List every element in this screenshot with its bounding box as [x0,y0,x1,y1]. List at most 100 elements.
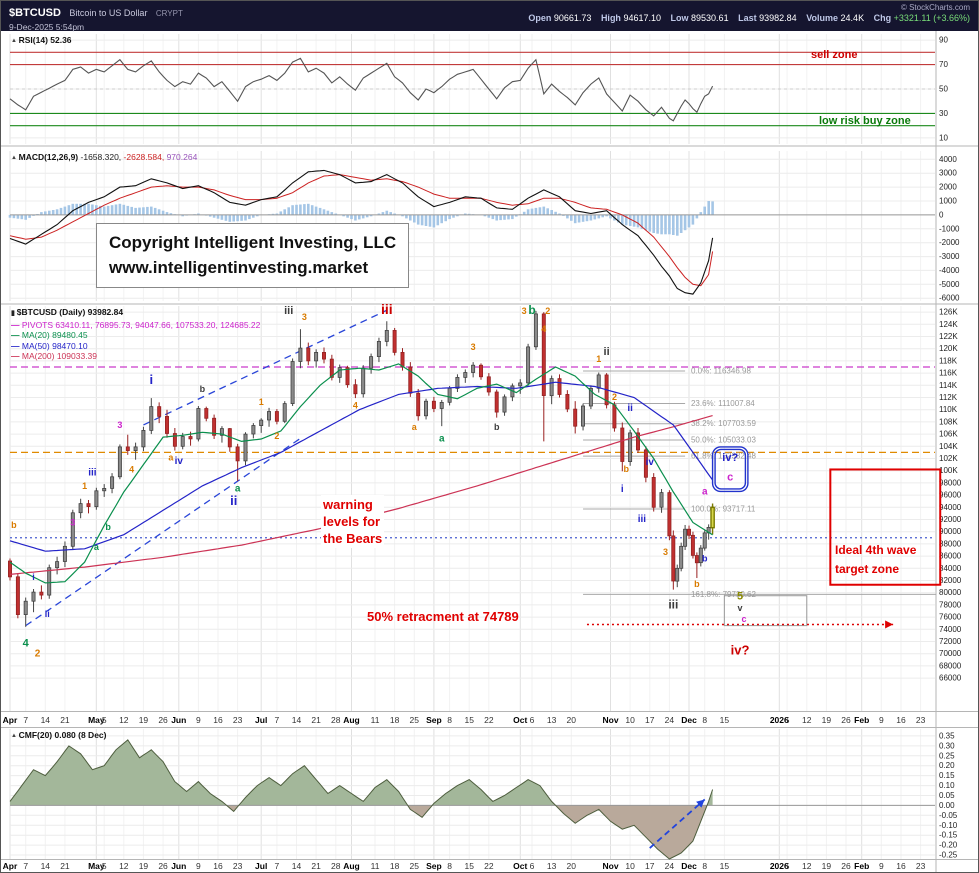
candle-body [596,374,601,389]
x-tick-label: 19 [139,861,149,871]
candle-body [573,408,578,427]
candle-body [125,446,130,451]
macd-hist-bar [75,203,78,215]
macd-hist-bar [652,214,655,233]
candle-body [392,330,397,353]
candle-body [353,384,358,395]
macd-ytick: -4000 [939,266,960,275]
wave-label: 4 [129,465,134,475]
macd-hist-bar [570,214,573,221]
candle-body [243,433,248,462]
macd-hist-bar [63,206,67,215]
cmf-ytick: 0.20 [939,761,955,770]
x-tick-label: 17 [645,861,655,871]
macd-hist-bar [110,205,114,215]
price-ytick: 84000 [939,564,962,573]
macd-hist-bar [16,214,20,219]
rsi-ytick: 90 [939,36,948,45]
candle-body [628,432,633,462]
macd-hist-bar [95,205,98,215]
x-tick-label: 6 [530,861,535,871]
wave-label: iii [668,598,678,612]
x-tick-label: 25 [410,861,420,871]
cmf-legend-text: CMF(20) 0.080 (8 Dec) [18,730,107,740]
macd-hist-bar [126,205,130,215]
x-tick-label: 28 [331,715,341,725]
macd-hist-bar [146,206,149,215]
price-ytick: 120K [939,344,958,353]
x-tick-label: Sep [426,715,442,725]
candle-body [455,377,460,389]
macd-hist-bar [409,214,412,221]
volume-label: Volume [806,13,839,23]
price-ytick: 96000 [939,491,962,500]
wave-label: 4 [353,400,358,410]
candle-body [165,416,169,434]
macd-hist-bar [467,213,471,215]
x-tick-label: 23 [916,715,926,725]
x-tick-label: 19 [822,715,832,725]
fib-label: 61.8%: 102382.48 [691,452,756,461]
macd-hist-bar [24,214,27,220]
target-zone-annotation: Ideal 4th wave target zone [835,541,916,579]
macd-hist-bar [48,210,51,215]
panel-separators [1,31,978,872]
cmf-line [9,739,714,860]
candle-body [463,372,468,378]
candle-body [235,446,240,462]
macd-hist-bar [157,209,161,215]
macd-ytick: -6000 [939,294,960,303]
wave-label: c [727,471,733,483]
x-tick-label: 17 [645,715,655,725]
candle-body [416,392,421,417]
macd-hist-bar [448,214,451,220]
macd-hist-bar [581,214,585,222]
candle-body [690,534,695,556]
macd-hist-bar [8,214,12,218]
macd-hist-bar [354,214,357,221]
wave-label: 1 [82,481,87,491]
macd-line [9,169,714,295]
x-tick-label: 26 [158,861,168,871]
candle-body [219,428,224,436]
wave-label: 3 [117,420,122,430]
price-plot: 0.0%: 116346.98 23.6%: 111007.84 38.2%: 10… [8,301,942,660]
candle-body [400,352,405,368]
cmf-legend: CMF(20) 0.080 (8 Dec) [11,730,107,742]
cmf-ytick: 0.15 [939,771,955,780]
y-axis-labels: 90 70 50 30 10 4000 3000 2000 1000 0 -1000 -2000 -30… [939,36,962,860]
macd-hist-bar [55,209,59,215]
candle-body [361,367,366,395]
rsi-legend-text: RSI(14) 52.36 [18,35,72,45]
macd-hist-bar [432,214,436,228]
macd-hist-bar [464,213,467,215]
chart-header: $BTCUSD Bitcoin to US Dollar CRYPT 9-Dec… [1,1,978,32]
candle-body [518,382,523,387]
wave-label: a [439,433,445,444]
x-tick-label: 10 [625,861,635,871]
macd-hist-bar [40,212,43,215]
x-tick-label: 22 [484,715,494,725]
ma50-text: MA(50) 98470.10 [21,340,88,351]
candle-body [23,600,28,615]
price-ytick: 98000 [939,478,962,487]
macd-hist-bar [169,213,173,215]
wave-label: 2 [612,392,617,402]
fib-label: 0.0%: 116346.98 [691,366,751,375]
x-tick-label: 23 [233,715,243,725]
rsi-ytick: 50 [939,85,948,94]
rsi-ytick: 70 [939,60,948,69]
price-ytick: 102K [939,454,958,463]
fib-label: 38.2%: 107703.59 [691,419,756,428]
wave-label: iii [638,514,647,525]
rsi-line [9,57,714,122]
wave-label: a [412,422,418,432]
wave-label: iv? [722,452,738,464]
macd-hist-bar [436,214,440,226]
macd-hist-bar [656,214,659,234]
macd-hist-bar [538,207,542,215]
candle-body [15,576,20,615]
macd-hist-bar [566,214,569,219]
x-tick-label: 10 [625,715,635,725]
macd-hist-bar [573,214,577,224]
